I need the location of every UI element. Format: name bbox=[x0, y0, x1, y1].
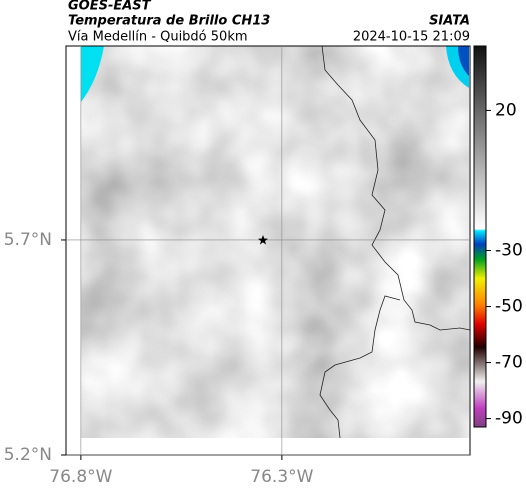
colorbar-tick-label: -70 bbox=[495, 353, 523, 373]
colorbar bbox=[473, 45, 487, 428]
x-tick-label: 76.8°W bbox=[49, 467, 112, 487]
x-tick-label: 76.3°W bbox=[250, 467, 313, 487]
colorbar-tick-label: -50 bbox=[495, 297, 523, 317]
subtitle: Temperatura de Brillo CH13 bbox=[68, 14, 270, 29]
satellite-image bbox=[81, 46, 469, 438]
colorbar-tick-label: -90 bbox=[495, 409, 523, 429]
cold-cloud-core bbox=[458, 46, 469, 76]
colorbar-tick-label: 20 bbox=[495, 100, 517, 120]
border-line bbox=[319, 45, 471, 439]
route: Vía Medellín - Quibdó 50km bbox=[68, 30, 248, 45]
source: SIATA bbox=[429, 14, 470, 29]
y-tick-label: 5.2°N bbox=[4, 445, 52, 465]
map-axes: 76.8°W 76.3°W 5.7°N 5.2°N bbox=[4, 46, 470, 487]
cold-cloud bbox=[81, 46, 104, 102]
colorbar-tick-label: -30 bbox=[495, 241, 523, 261]
datetime: 2024-10-15 21:09 bbox=[353, 30, 470, 45]
cloud-field bbox=[81, 46, 469, 438]
city-marker bbox=[258, 235, 268, 245]
title: GOES-EAST bbox=[68, 0, 152, 14]
y-tick-label: 5.7°N bbox=[4, 230, 52, 250]
colorbar-axis: 20 -30 -50 -70 -90 bbox=[486, 100, 523, 429]
